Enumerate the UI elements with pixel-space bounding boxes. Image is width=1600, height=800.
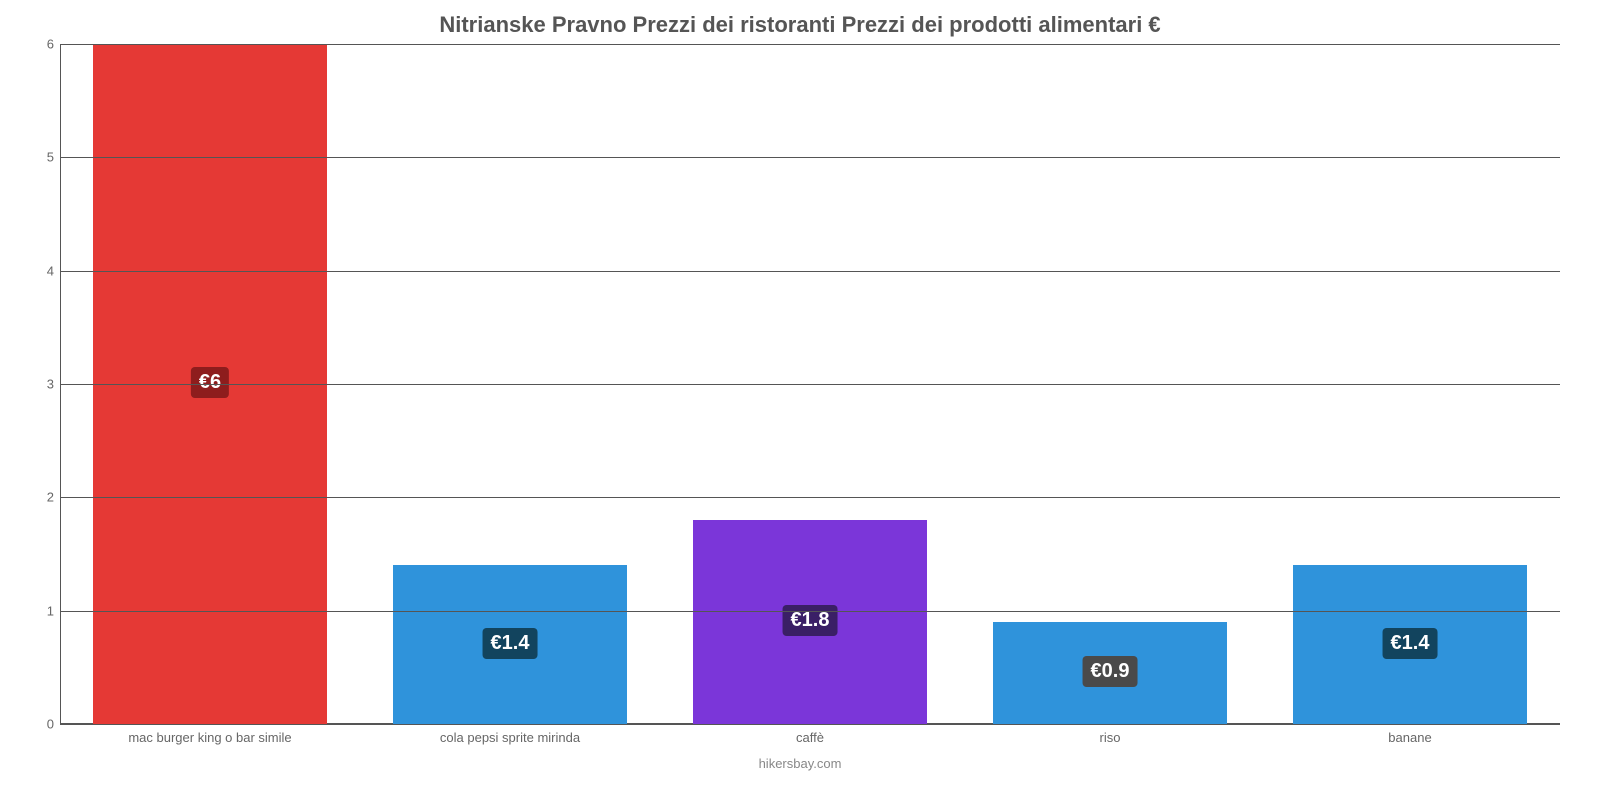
grid-line [60,44,1560,45]
chart-title: Nitrianske Pravno Prezzi dei ristoranti … [20,12,1580,38]
y-tick-label: 2 [32,490,54,505]
x-tick-label: cola pepsi sprite mirinda [440,730,580,745]
y-tick-label: 0 [32,717,54,732]
grid-line [60,384,1560,385]
bar-value-label: €1.8 [783,605,838,636]
plot-area: €6€1.4€1.8€0.9€1.4 0123456 [60,44,1560,724]
bar: €1.8 [693,520,927,724]
y-tick-label: 3 [32,377,54,392]
y-tick-label: 5 [32,150,54,165]
chart-container: Nitrianske Pravno Prezzi dei ristoranti … [0,0,1600,800]
bar: €1.4 [393,565,627,724]
bar-value-label: €6 [191,367,229,398]
bar: €0.9 [993,622,1227,724]
y-tick-label: 1 [32,603,54,618]
grid-line [60,611,1560,612]
x-tick-label: caffè [796,730,824,745]
grid-line [60,271,1560,272]
grid-line [60,157,1560,158]
y-tick-label: 4 [32,263,54,278]
bar-value-label: €1.4 [1383,628,1438,659]
x-axis-labels: mac burger king o bar simile cola pepsi s… [60,724,1560,754]
bar: €1.4 [1293,565,1527,724]
chart-credit: hikersbay.com [20,756,1580,771]
x-tick-label: riso [1100,730,1121,745]
x-tick-label: banane [1388,730,1431,745]
bar-value-label: €0.9 [1083,656,1138,687]
y-tick-label: 6 [32,37,54,52]
x-tick-label: mac burger king o bar simile [128,730,291,745]
grid-line [60,497,1560,498]
bar-value-label: €1.4 [483,628,538,659]
